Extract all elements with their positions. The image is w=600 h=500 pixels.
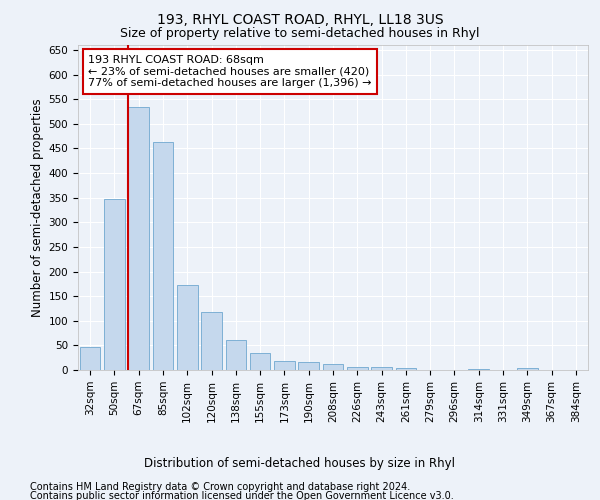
Text: Contains HM Land Registry data © Crown copyright and database right 2024.: Contains HM Land Registry data © Crown c… — [30, 482, 410, 492]
Text: 193, RHYL COAST ROAD, RHYL, LL18 3US: 193, RHYL COAST ROAD, RHYL, LL18 3US — [157, 12, 443, 26]
Bar — [152, 142, 173, 370]
Bar — [517, 368, 538, 370]
Bar — [80, 347, 100, 370]
Bar — [104, 198, 125, 370]
Text: Distribution of semi-detached houses by size in Rhyl: Distribution of semi-detached houses by … — [145, 458, 455, 470]
Bar — [298, 362, 319, 370]
Y-axis label: Number of semi-detached properties: Number of semi-detached properties — [31, 98, 44, 317]
Text: Size of property relative to semi-detached houses in Rhyl: Size of property relative to semi-detach… — [120, 28, 480, 40]
Bar — [274, 361, 295, 370]
Bar — [226, 340, 246, 370]
Bar — [395, 368, 416, 370]
Text: Contains public sector information licensed under the Open Government Licence v3: Contains public sector information licen… — [30, 491, 454, 500]
Bar — [469, 368, 489, 370]
Bar — [323, 364, 343, 370]
Bar — [371, 366, 392, 370]
Bar — [347, 366, 368, 370]
Bar — [128, 106, 149, 370]
Bar — [250, 353, 271, 370]
Bar — [201, 312, 222, 370]
Bar — [177, 285, 197, 370]
Text: 193 RHYL COAST ROAD: 68sqm
← 23% of semi-detached houses are smaller (420)
77% o: 193 RHYL COAST ROAD: 68sqm ← 23% of semi… — [88, 54, 372, 88]
